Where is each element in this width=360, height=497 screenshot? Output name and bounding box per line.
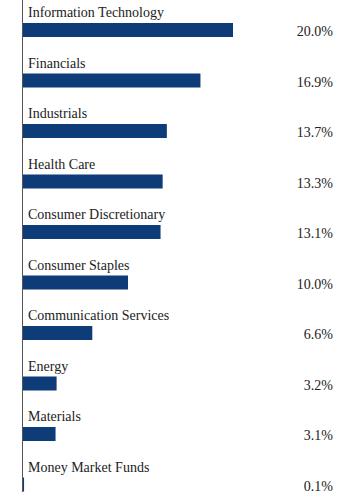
value-label: 10.0% bbox=[297, 277, 334, 292]
value-label: 13.7% bbox=[297, 125, 334, 140]
category-label: Health Care bbox=[28, 157, 95, 172]
bar bbox=[23, 276, 128, 290]
bar bbox=[23, 74, 200, 88]
value-label: 13.1% bbox=[297, 226, 334, 241]
value-label: 16.9% bbox=[297, 75, 334, 90]
bar bbox=[23, 23, 233, 37]
bar bbox=[23, 326, 92, 340]
value-label: 6.6% bbox=[304, 327, 334, 342]
value-label: 3.2% bbox=[304, 378, 334, 393]
category-label: Materials bbox=[28, 409, 81, 424]
bars bbox=[23, 23, 233, 492]
category-label: Industrials bbox=[28, 106, 87, 121]
bar bbox=[23, 175, 163, 189]
value-label: 0.1% bbox=[304, 479, 334, 494]
bar bbox=[23, 478, 24, 492]
value-label: 20.0% bbox=[297, 24, 334, 39]
category-label: Communication Services bbox=[28, 308, 169, 323]
labels: Information Technology 20.0% Financials 16.… bbox=[28, 5, 333, 494]
bar bbox=[23, 427, 56, 441]
chart-svg: Information Technology 20.0% Financials 16.… bbox=[0, 0, 360, 497]
category-label: Information Technology bbox=[28, 5, 164, 20]
bar bbox=[23, 225, 161, 239]
axis-line bbox=[22, 0, 23, 492]
category-label: Consumer Staples bbox=[28, 258, 130, 273]
value-label: 3.1% bbox=[304, 428, 334, 443]
value-label: 13.3% bbox=[297, 176, 334, 191]
category-label: Consumer Discretionary bbox=[28, 207, 165, 222]
bar bbox=[23, 124, 167, 138]
category-label: Energy bbox=[28, 359, 68, 374]
chart: Information Technology 20.0% Financials 16.… bbox=[0, 0, 360, 497]
bar bbox=[23, 377, 57, 391]
category-label: Financials bbox=[28, 56, 86, 71]
category-label: Money Market Funds bbox=[28, 460, 149, 475]
